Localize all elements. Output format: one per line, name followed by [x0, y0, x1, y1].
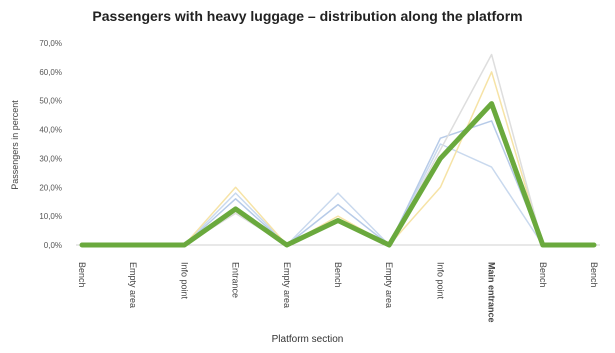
series-line-3 — [81, 120, 595, 246]
series-line-5 — [79, 101, 597, 248]
x-tick-label: Entrance — [231, 262, 241, 298]
y-tick-label: 30,0% — [39, 154, 62, 163]
x-tick-label: Info point — [435, 262, 445, 300]
y-tick-label: 40,0% — [39, 126, 62, 135]
x-axis-label: Platform section — [271, 334, 344, 345]
y-tick-label: 0,0% — [44, 241, 62, 250]
x-tick-label: Empty area — [282, 262, 292, 308]
x-tick-label: Empty area — [128, 262, 138, 308]
y-tick-label: 10,0% — [39, 212, 62, 221]
x-tick-label: Main entrance — [487, 262, 497, 323]
y-tick-label: 50,0% — [39, 97, 62, 106]
x-tick-label: Bench — [333, 262, 343, 288]
chart-title: Passengers with heavy luggage – distribu… — [92, 8, 523, 24]
y-tick-label: 20,0% — [39, 183, 62, 192]
x-tick-label: Empty area — [384, 262, 394, 308]
x-tick-label: Bench — [589, 262, 599, 288]
y-tick-label: 60,0% — [39, 68, 62, 77]
y-tick-label: 70,0% — [39, 39, 62, 48]
x-tick-label: Bench — [538, 262, 548, 288]
x-tick-label: Bench — [77, 262, 87, 288]
x-tick-label: Info point — [179, 262, 189, 300]
